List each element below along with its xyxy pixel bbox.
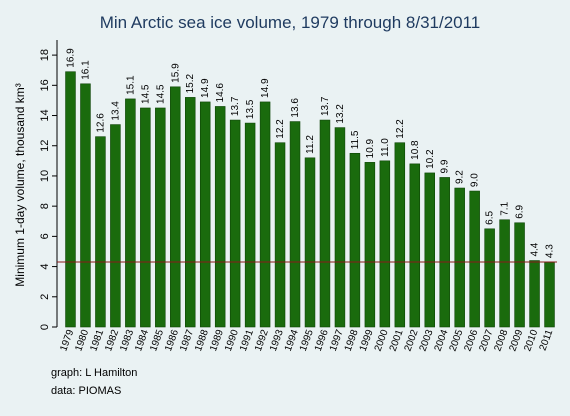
bar-1989 xyxy=(214,106,226,328)
value-label-2006: 9.0 xyxy=(470,173,481,187)
value-label-1989: 14.6 xyxy=(215,83,226,103)
y-tick-label: 10 xyxy=(39,170,51,182)
value-label-1999: 10.9 xyxy=(365,138,376,158)
y-tick-label: 0 xyxy=(39,324,51,330)
bar-1990 xyxy=(229,119,241,328)
value-label-2008: 7.1 xyxy=(500,201,511,215)
y-tick-label: 12 xyxy=(39,140,51,152)
value-label-2007: 6.5 xyxy=(485,210,496,224)
bar-1988 xyxy=(199,101,211,328)
credit-data: data: PIOMAS xyxy=(51,385,122,397)
value-label-1995: 11.2 xyxy=(305,135,316,154)
chart-title: Min Arctic sea ice volume, 1979 through … xyxy=(100,13,481,32)
bar-1996 xyxy=(319,119,331,328)
bar-2000 xyxy=(379,160,391,328)
value-label-1983: 15.1 xyxy=(125,75,136,95)
value-label-2009: 6.9 xyxy=(515,204,526,218)
value-label-1981: 12.6 xyxy=(95,113,106,133)
bar-1994 xyxy=(289,121,301,328)
bar-1981 xyxy=(95,136,106,328)
y-tick-label: 8 xyxy=(39,203,51,209)
value-label-1980: 16.1 xyxy=(80,60,91,80)
value-labels: 16.9 16.1 12.6 13.4 15.1 14.5 14.5 15.9 15.2 14.9… xyxy=(65,48,555,258)
bar-1995 xyxy=(304,157,316,328)
y-tick-label: 14 xyxy=(39,109,51,121)
value-label-1984: 14.5 xyxy=(140,84,151,104)
value-label-1986: 15.9 xyxy=(170,63,181,83)
bars xyxy=(65,71,555,328)
value-label-2001: 12.2 xyxy=(395,119,406,139)
bar-1993 xyxy=(274,142,286,328)
bar-2003 xyxy=(424,172,435,328)
y-tick-label: 6 xyxy=(39,233,51,239)
value-label-1988: 14.9 xyxy=(200,78,211,98)
value-label-2002: 10.8 xyxy=(410,140,421,160)
value-label-1993: 12.2 xyxy=(275,119,286,139)
bar-2008 xyxy=(499,219,510,328)
value-label-2005: 9.2 xyxy=(455,170,466,184)
value-label-1997: 13.2 xyxy=(335,104,346,124)
value-label-2004: 9.9 xyxy=(440,159,451,173)
value-label-2011: 4.3 xyxy=(545,244,556,258)
bar-2005 xyxy=(454,187,465,328)
value-label-1979: 16.9 xyxy=(65,48,76,68)
value-label-1982: 13.4 xyxy=(110,101,121,121)
bar-2002 xyxy=(409,163,421,328)
bar-2004 xyxy=(439,177,450,328)
credit-graph: graph: L Hamilton xyxy=(51,367,138,379)
bar-1999 xyxy=(364,162,376,328)
bar-2007 xyxy=(484,228,495,328)
value-label-1987: 15.2 xyxy=(185,73,196,93)
y-tick-label: 18 xyxy=(39,49,51,61)
bar-2001 xyxy=(394,142,406,328)
bar-2011 xyxy=(544,261,555,328)
value-label-1998: 11.5 xyxy=(350,130,361,149)
bar-1985 xyxy=(155,107,166,328)
value-label-1991: 13.5 xyxy=(245,99,256,119)
value-label-2010: 4.4 xyxy=(530,242,541,256)
bar-1997 xyxy=(334,127,346,328)
bar-1992 xyxy=(259,101,271,328)
y-tick-label: 4 xyxy=(39,264,51,270)
value-label-1996: 13.7 xyxy=(320,96,331,116)
value-label-2003: 10.2 xyxy=(425,149,436,169)
bar-1987 xyxy=(185,97,196,328)
bar-1983 xyxy=(125,98,136,328)
value-label-1992: 14.9 xyxy=(260,78,271,98)
bar-2010 xyxy=(529,260,540,328)
bar-1979 xyxy=(65,71,76,328)
y-tick-label: 2 xyxy=(39,294,51,300)
bar-1982 xyxy=(110,124,121,328)
bar-1986 xyxy=(170,86,181,328)
bar-1980 xyxy=(80,83,91,328)
y-axis-label: Minimum 1-day volume, thousand km³ xyxy=(13,83,27,286)
value-label-1994: 13.6 xyxy=(290,98,301,118)
bar-1998 xyxy=(349,152,361,328)
axes: 0 2 4 6 8 10 12 14 16 18 xyxy=(39,40,58,330)
y-tick-label: 16 xyxy=(39,79,51,91)
value-label-2000: 11.0 xyxy=(380,138,391,157)
value-label-1985: 14.5 xyxy=(155,84,166,104)
bar-2006 xyxy=(469,190,480,328)
bar-2009 xyxy=(514,222,525,328)
bar-1991 xyxy=(244,122,256,328)
value-label-1990: 13.7 xyxy=(230,96,241,116)
bar-1984 xyxy=(140,107,151,328)
